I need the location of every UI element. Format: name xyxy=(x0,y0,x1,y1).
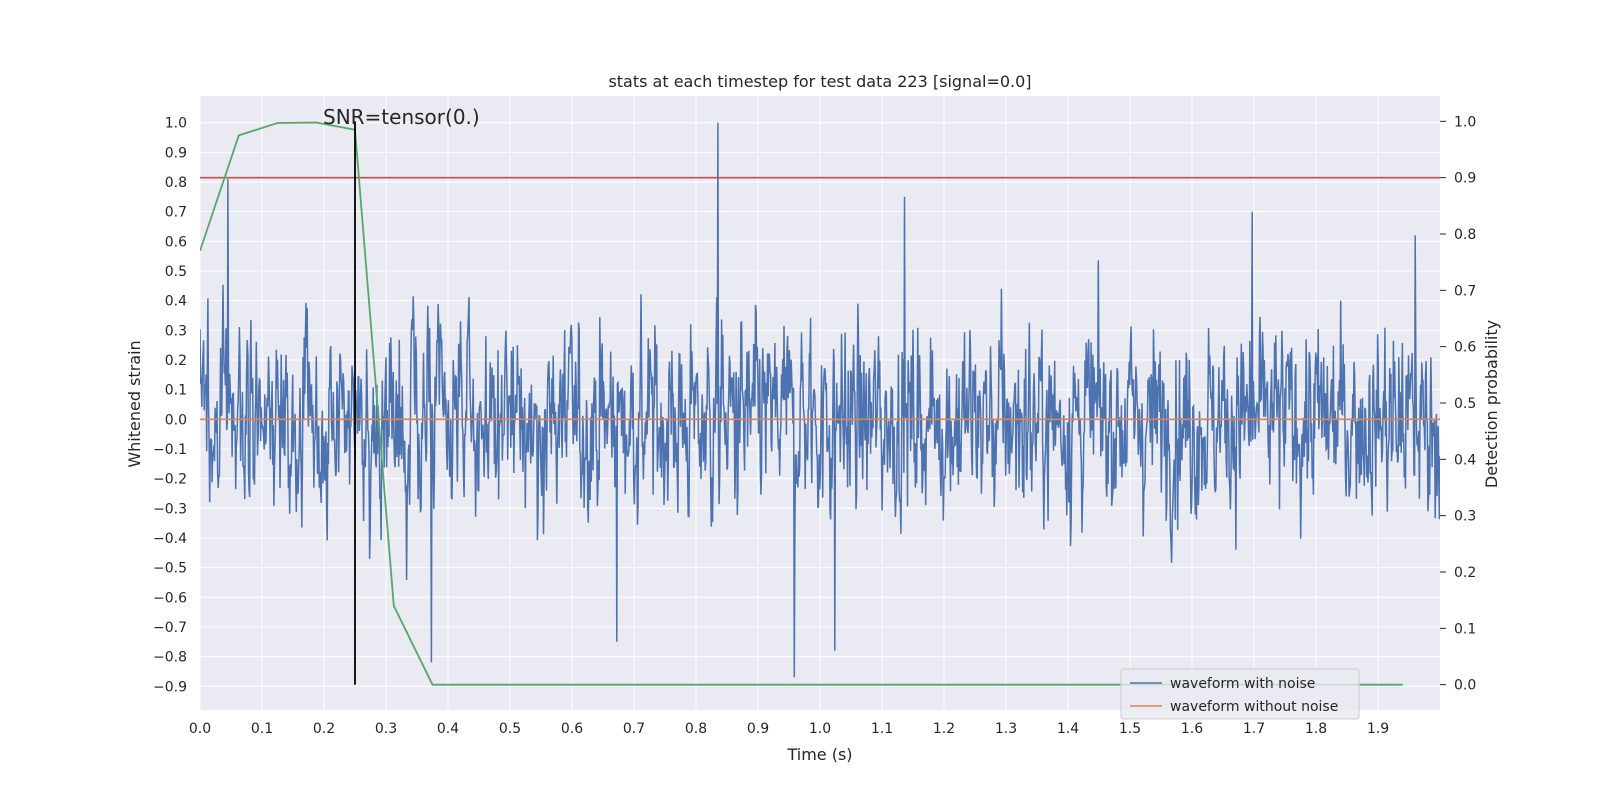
series-layer xyxy=(200,121,1440,686)
x-tick-label: 0.9 xyxy=(747,721,769,737)
y-left-tick-label: −0.3 xyxy=(153,501,187,517)
x-tick-label: 0.3 xyxy=(375,721,397,737)
chart-title: stats at each timestep for test data 223… xyxy=(608,72,1031,91)
y-right-tick-label: 0.3 xyxy=(1454,509,1476,525)
y-right-tick-label: 0.7 xyxy=(1454,283,1476,299)
y-left-tick-label: −0.2 xyxy=(153,472,187,488)
x-axis-label: Time (s) xyxy=(786,745,852,764)
x-tick-label: 0.1 xyxy=(251,721,273,737)
x-tick-label: 0.8 xyxy=(685,721,707,737)
y-axis-left-label: Whitened strain xyxy=(125,340,144,467)
x-tick-label: 1.4 xyxy=(1057,721,1079,737)
y-left-tick-label: −0.4 xyxy=(153,531,187,547)
x-tick-label: 1.7 xyxy=(1243,721,1265,737)
y-left-tick-label: 0.5 xyxy=(165,264,187,280)
x-tick-label: 0.5 xyxy=(499,721,521,737)
y-right-tick-label: 0.8 xyxy=(1454,227,1476,243)
x-tick-label: 0.7 xyxy=(623,721,645,737)
legend: waveform with noise waveform without noi… xyxy=(1120,668,1360,720)
y-left-tick-label: 1.0 xyxy=(165,116,187,132)
y-left-tick-label: 0.0 xyxy=(165,412,187,428)
y-left-tick-label: −0.5 xyxy=(153,561,187,577)
y-right-tick-label: 0.2 xyxy=(1454,565,1476,581)
x-tick-label: 0.6 xyxy=(561,721,583,737)
y-left-tick-label: −0.7 xyxy=(153,620,187,636)
y-left-tick-label: 0.1 xyxy=(165,383,187,399)
series-waveform-with-noise xyxy=(200,122,1440,678)
y-left-tick-label: 0.6 xyxy=(165,234,187,250)
y-left-tick-label: 0.2 xyxy=(165,353,187,369)
y-right-tick-label: 0.0 xyxy=(1454,678,1476,694)
y-right-tick-label: 0.1 xyxy=(1454,621,1476,637)
series-detection-probability xyxy=(200,121,1403,686)
y-right-tick-label: 1.0 xyxy=(1454,114,1476,130)
x-tick-label: 0.0 xyxy=(189,721,211,737)
y-left-tick-label: −0.8 xyxy=(153,650,187,666)
y-left-tick-label: 0.3 xyxy=(165,323,187,339)
x-tick-label: 1.1 xyxy=(871,721,893,737)
y-left-tick-label: 0.8 xyxy=(165,175,187,191)
y-right-tick-label: 0.6 xyxy=(1454,340,1476,356)
y-right-tick-label: 0.9 xyxy=(1454,171,1476,187)
legend-label-clean: waveform without noise xyxy=(1170,699,1338,715)
x-tick-label: 1.5 xyxy=(1119,721,1141,737)
x-tick-label: 1.6 xyxy=(1181,721,1203,737)
x-tick-label: 1.3 xyxy=(995,721,1017,737)
y-axis-right-label: Detection probability xyxy=(1482,320,1501,488)
y-left-tick-label: 0.9 xyxy=(165,145,187,161)
legend-label-noise: waveform with noise xyxy=(1170,676,1315,692)
y-right-tick-label: 0.4 xyxy=(1454,452,1476,468)
legend-box xyxy=(1120,668,1360,720)
y-left-tick-label: −0.1 xyxy=(153,442,187,458)
y-left-tick-label: −0.9 xyxy=(153,679,187,695)
x-tick-label: 1.2 xyxy=(933,721,955,737)
snr-annotation: SNR=tensor(0.) xyxy=(323,105,480,129)
y-left-tick-label: 0.4 xyxy=(165,294,187,310)
x-tick-label: 0.2 xyxy=(313,721,335,737)
x-tick-label: 0.4 xyxy=(437,721,459,737)
x-tick-label: 1.8 xyxy=(1305,721,1327,737)
tick-labels: 0.0 0.1 0.2 0.3 0.4 0.5 0.6 0.7 0.8 0.9 1.0 1.1 1.2 1… xyxy=(153,114,1476,737)
y-right-tick-label: 0.5 xyxy=(1454,396,1476,412)
x-tick-label: 1.9 xyxy=(1367,721,1389,737)
y-left-tick-label: −0.6 xyxy=(153,590,187,606)
x-tick-label: 1.0 xyxy=(809,721,831,737)
y-left-tick-label: 0.7 xyxy=(165,205,187,221)
